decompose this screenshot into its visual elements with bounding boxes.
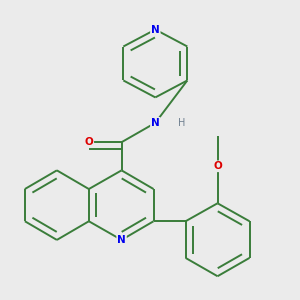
Text: O: O <box>85 137 93 147</box>
Text: N: N <box>151 118 160 128</box>
Text: O: O <box>213 161 222 171</box>
Text: N: N <box>117 235 126 245</box>
Text: H: H <box>178 118 186 128</box>
Text: N: N <box>151 25 160 34</box>
